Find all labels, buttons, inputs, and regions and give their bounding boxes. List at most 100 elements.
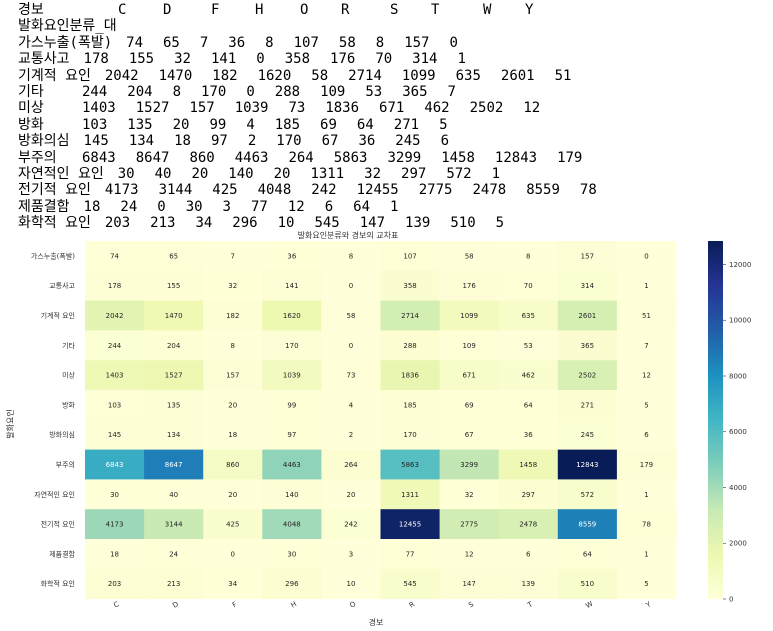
heatmap-cell-label: 358 [403, 282, 416, 290]
heatmap-cell-label: 34 [228, 580, 237, 588]
row-value: 1311 [310, 166, 345, 182]
row-value: 36 [228, 34, 246, 51]
column-header: T [431, 2, 440, 18]
column-header: W [483, 2, 492, 18]
heatmap-cell [616, 300, 677, 331]
y-tick-label: 교통사고 [49, 281, 75, 290]
heatmap-cell [616, 330, 677, 361]
heatmap-cell [498, 241, 559, 272]
heatmap-cell [439, 330, 500, 361]
row-value: 97 [210, 133, 228, 150]
heatmap-cell [203, 509, 263, 540]
heatmap-cell [144, 270, 204, 302]
heatmap-cell-label: 3144 [165, 521, 183, 529]
heatmap-cell-label: 296 [285, 580, 299, 588]
heatmap-cell [498, 509, 559, 540]
heatmap-cell-label: 2601 [578, 312, 596, 320]
heatmap-cell [85, 360, 145, 391]
heatmap-cell [144, 479, 204, 510]
heatmap-cell-label: 245 [581, 431, 594, 439]
heatmap-cell-label: 70 [524, 282, 533, 290]
x-tick-label: D [171, 600, 180, 610]
colorbar [708, 241, 723, 599]
row-value: 20 [191, 166, 209, 182]
y-tick-label: 부주의 [56, 460, 75, 469]
heatmap-cell-label: 203 [108, 580, 121, 588]
heatmap-cell [321, 241, 381, 272]
heatmap-cell-label: 314 [581, 282, 595, 290]
heatmap-cell-label: 139 [522, 580, 535, 588]
row-value: 0 [157, 198, 166, 215]
row-value: 296 [232, 215, 258, 232]
row-value: 155 [128, 51, 155, 68]
row-value: 1 [457, 51, 466, 68]
heatmap-cell-label: 0 [349, 282, 353, 290]
row-value: 78 [579, 182, 597, 199]
row-value: 1836 [325, 100, 360, 117]
heatmap-cell-label: 12 [465, 550, 474, 558]
row-value: 0 [449, 34, 458, 51]
x-tick-label: O [349, 600, 358, 610]
heatmap-cell-label: 4173 [106, 521, 124, 529]
row-value: 1 [390, 198, 399, 215]
row-value: 3 [222, 198, 231, 215]
heatmap-cell [557, 568, 618, 600]
heatmap-cell [557, 419, 618, 451]
row-value: 264 [288, 149, 314, 166]
heatmap-cell-label: 53 [524, 342, 533, 350]
heatmap-cell [85, 568, 145, 600]
heatmap-cell-label: 182 [226, 312, 239, 320]
heatmap-cell-label: 99 [287, 401, 296, 409]
row-value: 545 [314, 215, 340, 232]
heatmap-cell-label: 288 [403, 342, 416, 350]
row-value: 103 [82, 116, 108, 133]
heatmap-cell-label: 109 [462, 342, 475, 350]
colorbar-tick-label: 10000 [729, 317, 751, 325]
row-value: 4173 [104, 182, 139, 199]
heatmap-cell [262, 390, 322, 421]
heatmap-cell-label: 18 [228, 431, 237, 439]
heatmap-cell-label: 297 [522, 491, 535, 499]
heatmap-cell-label: 204 [167, 342, 181, 350]
heatmap-cell-label: 1 [644, 550, 648, 558]
row-value: 6 [440, 133, 450, 150]
row-value: 7 [447, 84, 456, 100]
heatmap-cell [262, 509, 322, 540]
heatmap-cell [439, 270, 500, 302]
heatmap-cell [557, 300, 618, 331]
row-value: 107 [293, 34, 319, 51]
colorbar-tick-label: 0 [729, 596, 733, 604]
row-value: 65 [163, 34, 180, 51]
row-value: 2478 [472, 182, 507, 199]
heatmap-cell-label: 77 [406, 550, 415, 558]
row-value: 20 [172, 116, 190, 133]
row-value: 145 [83, 133, 109, 150]
heatmap-cell [203, 479, 263, 510]
x-tick-label: H [290, 600, 299, 610]
heatmap-cell-label: 572 [581, 491, 594, 499]
row-value: 4048 [257, 182, 292, 199]
heatmap-cell [616, 270, 677, 302]
row-value: 2502 [469, 100, 504, 117]
row-value: 77 [250, 198, 268, 215]
colorbar-tick-label: 12000 [729, 261, 751, 269]
heatmap-cell-label: 8647 [165, 461, 183, 469]
heatmap-cell [85, 539, 145, 570]
heatmap-cell [498, 300, 559, 331]
heatmap-cell-label: 2042 [106, 312, 124, 320]
row-value: 178 [83, 51, 109, 68]
heatmap-cell [85, 241, 145, 272]
heatmap-cell-label: 30 [287, 550, 296, 558]
heatmap-cell [439, 539, 500, 570]
heatmap-cell [144, 300, 204, 331]
heatmap-cell-label: 157 [226, 372, 239, 380]
heatmap-cell [557, 241, 618, 272]
colorbar-tick-label: 6000 [729, 428, 747, 436]
heatmap-cell [616, 390, 677, 421]
x-tick-label: Y [644, 600, 653, 610]
heatmap-cell [380, 449, 441, 480]
heatmap-cell [321, 300, 381, 331]
row-value: 0 [256, 51, 265, 68]
row-label: 부주의 [18, 149, 57, 166]
